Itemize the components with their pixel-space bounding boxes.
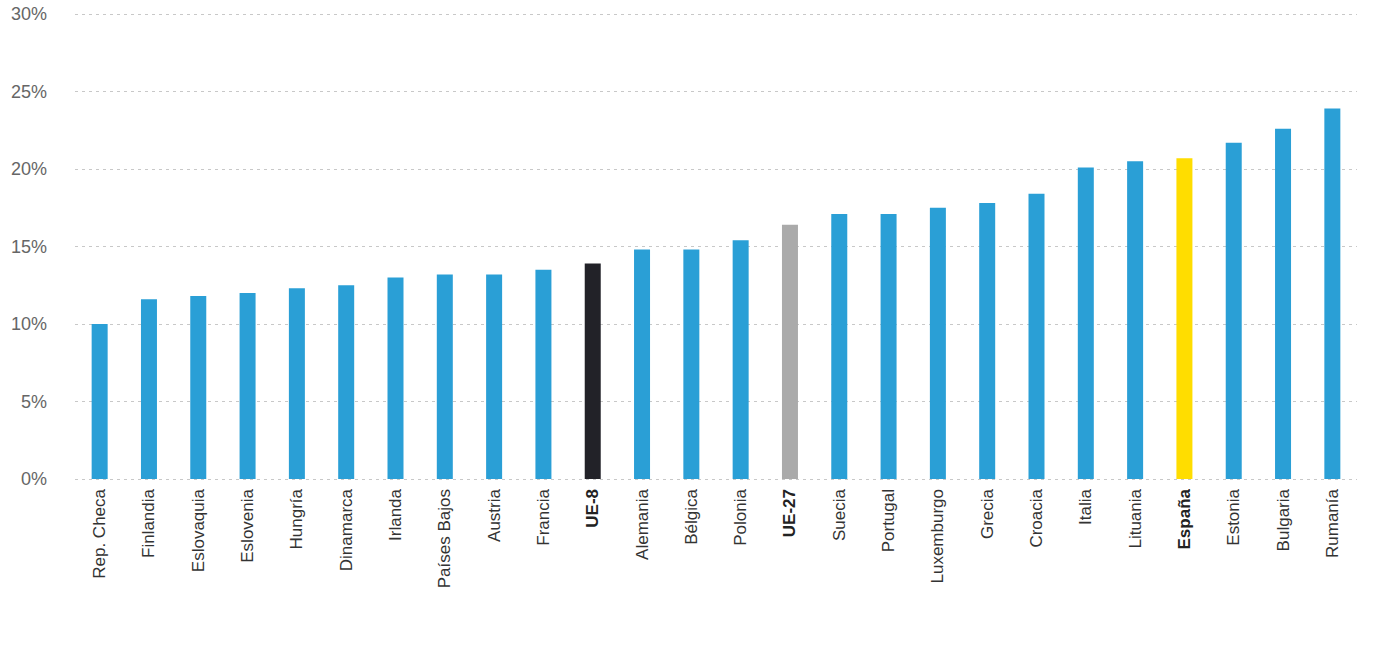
svg-text:Rumanía: Rumanía: [1323, 488, 1342, 558]
svg-text:Italia: Italia: [1076, 488, 1095, 524]
svg-text:Lituania: Lituania: [1126, 488, 1145, 548]
svg-text:Luxemburgo: Luxemburgo: [928, 489, 947, 584]
svg-text:Países Bajos: Países Bajos: [435, 489, 454, 588]
svg-text:Estonia: Estonia: [1224, 488, 1243, 545]
svg-text:0%: 0%: [21, 469, 47, 489]
svg-text:Rep. Checa: Rep. Checa: [90, 488, 109, 578]
svg-text:30%: 30%: [11, 4, 47, 24]
svg-text:Austria: Austria: [485, 488, 504, 541]
svg-text:15%: 15%: [11, 237, 47, 257]
svg-text:Bulgaria: Bulgaria: [1274, 488, 1293, 551]
svg-text:20%: 20%: [11, 159, 47, 179]
svg-text:25%: 25%: [11, 82, 47, 102]
svg-text:Eslovaquia: Eslovaquia: [189, 488, 208, 572]
svg-text:Irlanda: Irlanda: [386, 488, 405, 541]
svg-text:5%: 5%: [21, 392, 47, 412]
svg-text:Finlandia: Finlandia: [139, 488, 158, 558]
svg-text:UE-27: UE-27: [780, 489, 799, 537]
svg-text:España: España: [1175, 488, 1194, 549]
svg-text:UE-8: UE-8: [583, 489, 602, 528]
svg-text:Portugal: Portugal: [879, 489, 898, 552]
svg-text:Grecia: Grecia: [978, 488, 997, 539]
svg-text:Francia: Francia: [534, 488, 553, 545]
svg-text:Croacia: Croacia: [1027, 488, 1046, 547]
svg-text:Dinamarca: Dinamarca: [337, 488, 356, 571]
svg-text:Bélgica: Bélgica: [682, 488, 701, 544]
svg-text:Alemania: Alemania: [633, 488, 652, 559]
svg-text:Eslovenia: Eslovenia: [238, 488, 257, 562]
svg-text:10%: 10%: [11, 314, 47, 334]
svg-text:Polonia: Polonia: [731, 488, 750, 545]
svg-text:Hungría: Hungría: [287, 488, 306, 549]
svg-text:Suecia: Suecia: [830, 488, 849, 541]
